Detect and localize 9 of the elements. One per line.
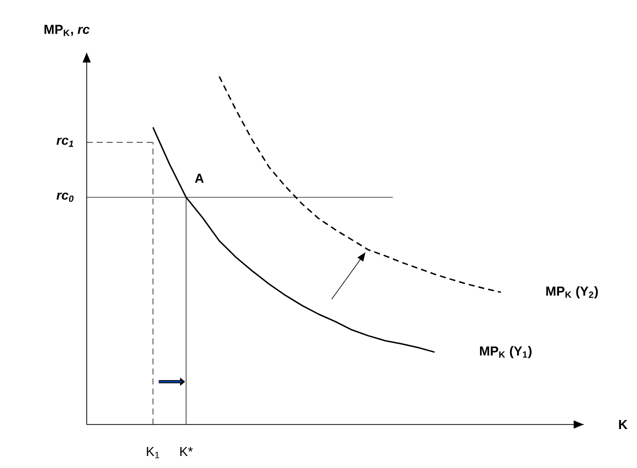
x-tick-label: K* <box>180 447 193 456</box>
x-axis-title: K <box>619 420 628 429</box>
text: MP$_{K}$ (Y$_{1}$) <box>480 346 532 358</box>
x-tick-label: K$_{1}$ <box>146 447 160 458</box>
ref-line-label: rc$_{0}$ <box>56 192 74 202</box>
annotation: A <box>194 174 204 183</box>
ref-line-label: rc$_{1}$ <box>56 138 74 147</box>
text: MP$_{K}$ (Y$_{2}$) <box>546 286 598 298</box>
y-axis-title: MP$_{K}$, rc <box>44 24 90 36</box>
